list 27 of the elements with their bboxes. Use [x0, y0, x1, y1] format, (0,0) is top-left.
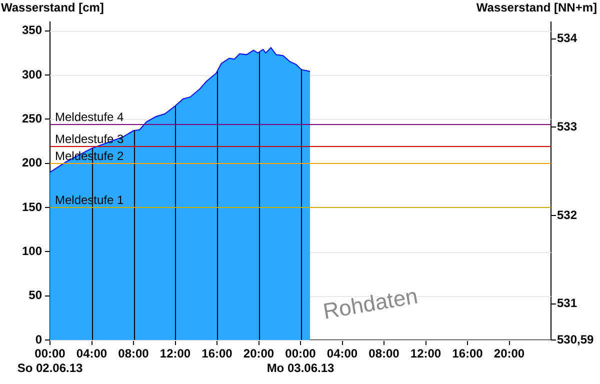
y-tick-label: 50 — [28, 288, 42, 302]
y2-tick-label: 532 — [557, 208, 578, 222]
y2-axis-title: Wasserstand [NN+m] — [476, 0, 597, 14]
x-tick-label: 16:00 — [202, 346, 233, 361]
y2-tick-label: 531 — [557, 296, 578, 310]
annotation: Rohdaten — [321, 283, 420, 324]
y-tick-label: 350 — [22, 23, 42, 38]
y2-tick-label: 534 — [557, 31, 578, 46]
x-tick-label: 12:00 — [410, 346, 442, 361]
y-axis-title: Wasserstand [cm] — [1, 0, 104, 14]
y2-tick-label: 530,59 — [557, 332, 594, 346]
x-tick-label: 20:00 — [243, 346, 274, 361]
x-tick-label: 16:00 — [452, 346, 484, 361]
y-tick-label: 300 — [22, 67, 42, 82]
x-tick-label: 08:00 — [118, 346, 150, 361]
x-tick-label: 08:00 — [368, 346, 400, 361]
y-tick-label: 0 — [35, 332, 42, 346]
y-tick-label: 150 — [22, 200, 42, 214]
y-tick-label: 200 — [22, 156, 42, 170]
y2-tick-label: 533 — [557, 119, 578, 134]
ref-line-label: Meldestufe 4 — [55, 110, 124, 124]
x-tick-label: 04:00 — [326, 346, 358, 361]
x-tick-label: 04:00 — [76, 346, 108, 361]
x-tick-label: 12:00 — [160, 346, 191, 361]
y-tick-label: 100 — [22, 244, 42, 258]
y-tick-label: 250 — [22, 111, 42, 126]
x-tick-label: 20:00 — [494, 346, 525, 361]
